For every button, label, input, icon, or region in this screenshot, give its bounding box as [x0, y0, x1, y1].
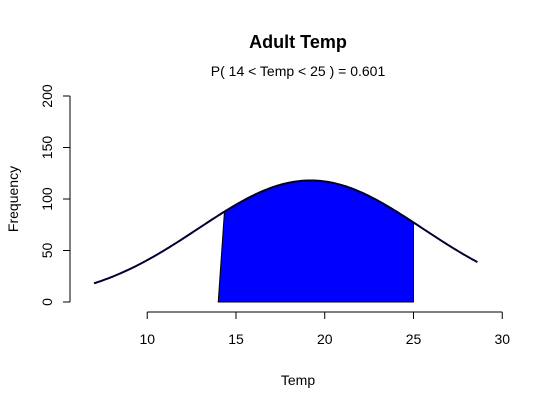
chart-subtitle: P( 14 < Temp < 25 ) = 0.601	[211, 63, 386, 79]
x-tick-label: 25	[406, 331, 422, 347]
y-axis: 0 50 100 150 200	[39, 84, 71, 306]
y-tick-label: 200	[39, 84, 55, 108]
y-tick-label: 0	[39, 298, 55, 306]
y-tick-label: 50	[39, 243, 55, 259]
x-tick-label: 10	[139, 331, 155, 347]
x-axis-label: Temp	[281, 372, 315, 388]
y-axis-label: Frequency	[5, 166, 21, 232]
y-tick-label: 100	[39, 187, 55, 211]
plot-area	[93, 179, 478, 303]
chart-title: Adult Temp	[249, 32, 347, 52]
x-axis: 10 15 20 25 30	[139, 311, 510, 347]
y-tick-label: 150	[39, 136, 55, 160]
x-tick-label: 30	[494, 331, 510, 347]
density-curve	[93, 179, 478, 285]
x-tick-label: 15	[228, 331, 244, 347]
x-tick-label: 20	[317, 331, 333, 347]
